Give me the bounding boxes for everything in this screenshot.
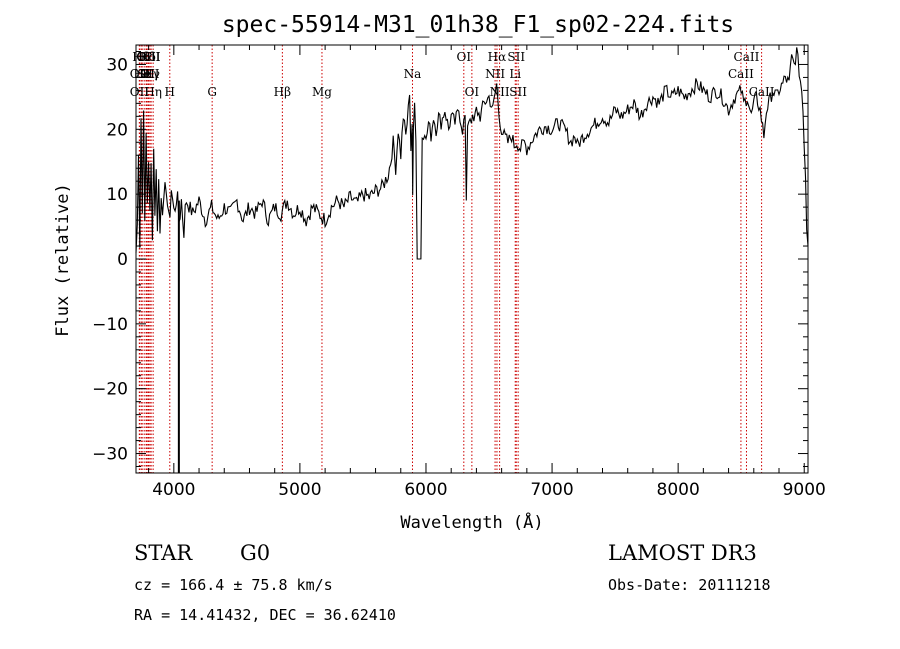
x-tick-label: 4000 [152,480,195,500]
y-axis-label: Flux (relative) [53,183,73,337]
spectral-line-label: Hη [144,85,162,99]
spectral-line-label: CaII [728,67,754,81]
spectral-line-label: K [140,50,150,64]
spectral-line-label: Mg [312,85,332,99]
spectral-line-label: Hγ [142,67,160,81]
spectral-line-label: Hδ [138,50,156,64]
x-tick-label: 5000 [278,480,321,500]
y-tick-label: 0 [117,250,128,270]
x-tick-label: 8000 [657,480,700,500]
x-axis-label: Wavelength (Å) [400,511,543,533]
y-tick-label: 30 [106,55,128,75]
survey-name: LAMOST DR3 [608,541,757,565]
x-tick-label: 6000 [404,480,447,500]
spectral-line-label: OII [140,67,160,81]
spectral-line-label: OII [130,85,150,99]
spectral-line-label: H [165,85,175,99]
x-tick-label: 9000 [783,480,826,500]
ra-dec: RA = 14.41432, DEC = 36.62410 [134,606,396,624]
spectral-line-label: OI [457,50,472,64]
spectral-line-label: NII [490,85,510,99]
spectral-line-label: Na [404,67,422,81]
spectral-line-label: CaII [749,85,775,99]
y-tick-label: −20 [92,380,128,400]
y-tick-label: 20 [106,120,128,140]
plot-frame [135,44,809,474]
spectral-line-markers [138,45,763,473]
spectral-line-label: OII [130,67,150,81]
spectral-line-label: He [133,67,151,81]
observation-date: Obs-Date: 20111218 [608,576,771,594]
spectral-line-label: SII [137,67,155,81]
spectral-line-label: OIII [137,50,161,64]
redshift-cz: cz = 166.4 ± 75.8 km/s [134,576,333,594]
spectral-line-label: OI [465,85,480,99]
spectral-line-label: OIII [136,50,160,64]
spectral-line-label: Hα [488,50,507,64]
y-tick-label: −10 [92,315,128,335]
x-tick-labels: 4000 5000 6000 7000 8000 9000 [152,480,826,500]
spectral-line-label: CaII [734,50,760,64]
spectrum-line [135,47,809,260]
spectral-line-label: Hδ [132,50,150,64]
spectral-line-label: NII [485,67,505,81]
y-tick-label: −30 [92,445,128,465]
spectral-line-label: SII [507,50,525,64]
y-tick-label: 10 [106,185,128,205]
object-subclass: G0 [240,541,270,565]
x-tick-label: 7000 [530,480,573,500]
spectral-line-label: G [207,85,217,99]
spectral-line-label: SII [509,85,527,99]
y-tick-labels: 30 20 10 0 −10 −20 −30 [92,55,128,464]
spectral-line-label: Hβ [274,85,291,99]
spectral-line-label: Li [509,67,521,81]
chart-title: spec-55914-M31_01h38_F1_sp02-224.fits [222,12,734,38]
object-class: STAR [134,541,193,565]
